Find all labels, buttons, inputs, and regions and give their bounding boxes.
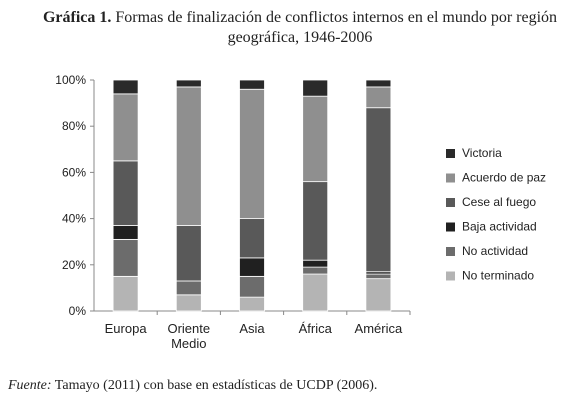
legend-label: Cese al fuego <box>462 195 536 209</box>
axes: 0% 20% 40% 60% 80% 100% <box>55 73 411 318</box>
bar-segment <box>112 275 139 312</box>
legend-swatch <box>446 247 455 256</box>
source-label: Fuente: <box>8 378 52 393</box>
bar-segment <box>239 79 265 90</box>
source-note: Fuente: Tamayo (2011) con base en estadí… <box>8 378 377 394</box>
title-text: Formas de finalización de conflictos int… <box>115 9 558 46</box>
bar-segment <box>302 259 329 268</box>
bar-segment <box>302 266 329 275</box>
legend-label: No actividad <box>462 244 528 258</box>
y-tick-label: 60% <box>62 165 86 179</box>
legend-swatch <box>446 149 455 158</box>
legend-swatch <box>446 271 455 281</box>
bar-segment <box>175 294 202 312</box>
bar-segment <box>112 93 139 162</box>
source-text: Tamayo (2011) con base en estadísticas d… <box>54 378 378 393</box>
chart-title: Gráfica 1. Formas de finalización de con… <box>40 8 560 48</box>
y-tick-label: 20% <box>62 258 86 272</box>
legend-label: Acuerdo de paz <box>462 171 546 185</box>
legend-label: Victoria <box>462 146 502 160</box>
bar-segment <box>112 238 139 277</box>
bar-segment <box>112 225 139 240</box>
bar-segment <box>302 181 329 261</box>
bar-segment <box>302 79 329 97</box>
legend: Victoria Acuerdo de paz Cese al fuego Baja … <box>446 146 546 283</box>
bar-segment <box>175 280 202 296</box>
title-lead: Gráfica 1. <box>42 9 112 26</box>
x-tick-label: Asia <box>239 321 265 336</box>
x-tick-label: América <box>355 321 403 336</box>
bar-segment <box>365 107 392 273</box>
bar-segment <box>239 218 265 259</box>
bar-segment <box>239 275 265 298</box>
bar-segment <box>365 273 392 280</box>
x-tick-label: África <box>299 321 333 336</box>
legend-swatch <box>446 198 455 207</box>
legend-swatch <box>446 173 455 183</box>
bar-segment <box>239 88 265 219</box>
legend-label: Baja actividad <box>462 220 537 234</box>
x-tick-label: Oriente <box>167 321 210 336</box>
legend-label: No terminado <box>462 269 534 283</box>
bar-segment <box>302 273 329 312</box>
bar-segment <box>175 225 202 282</box>
bar-segment <box>175 86 202 226</box>
y-tick-label: 40% <box>62 212 86 226</box>
legend-swatch <box>446 222 455 232</box>
bar-segment <box>365 278 392 312</box>
bar-segment <box>239 257 265 277</box>
bar-segment <box>112 160 139 226</box>
bar-segment <box>239 296 265 312</box>
bars <box>112 79 392 312</box>
x-tick-label: Medio <box>171 336 206 351</box>
bar-segment <box>365 79 392 88</box>
bar-segment <box>365 86 392 109</box>
y-tick-label: 80% <box>62 119 86 133</box>
y-tick-label: 100% <box>55 73 86 87</box>
y-tick-label: 0% <box>69 304 87 318</box>
bar-segment <box>175 79 202 88</box>
bar-segment <box>112 79 139 95</box>
bar-segment <box>302 95 329 183</box>
x-tick-label: Europa <box>105 321 148 336</box>
